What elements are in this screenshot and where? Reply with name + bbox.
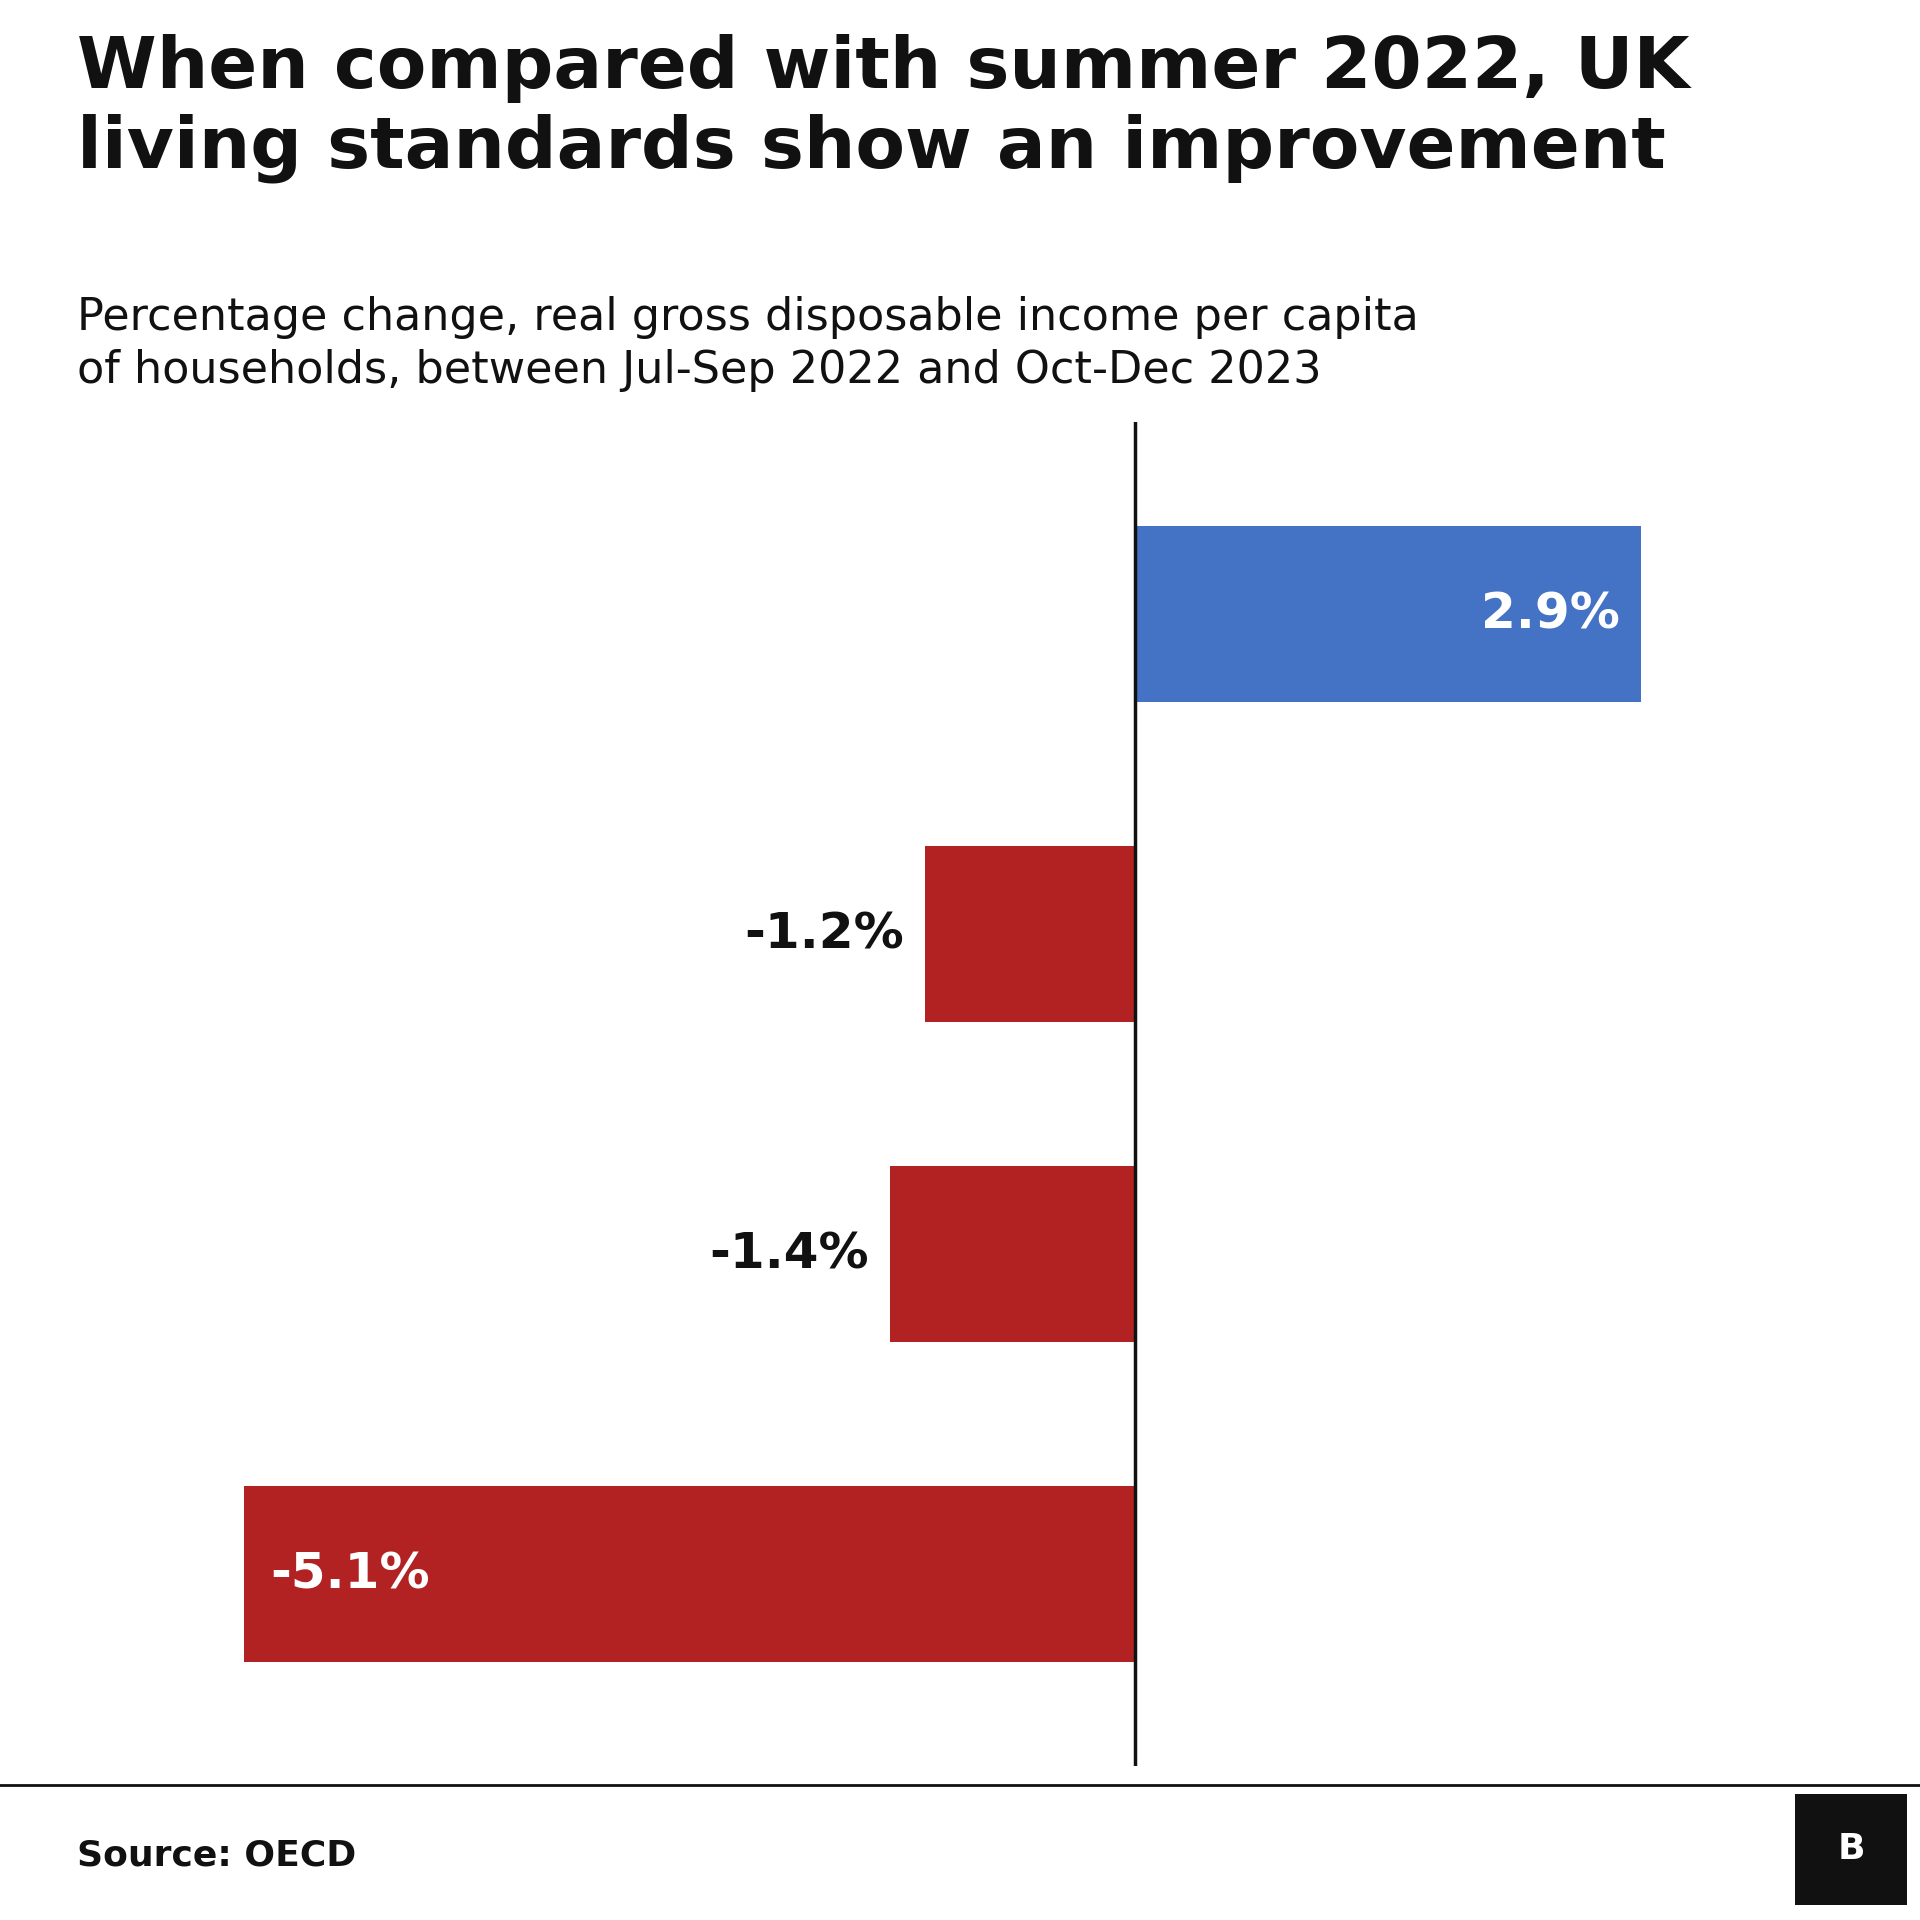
Text: Percentage change, real gross disposable income per capita
of households, betwee: Percentage change, real gross disposable…: [77, 296, 1419, 392]
Bar: [925, 847, 1135, 1021]
Text: Source: OECD: Source: OECD: [77, 1839, 355, 1872]
Text: -5.1%: -5.1%: [271, 1549, 430, 1597]
Text: -1.2%: -1.2%: [745, 910, 904, 958]
Bar: [1135, 526, 1642, 703]
Bar: [244, 1486, 1135, 1663]
Text: 2.9%: 2.9%: [1480, 589, 1620, 637]
Text: B: B: [1837, 1832, 1864, 1866]
FancyBboxPatch shape: [1795, 1793, 1907, 1905]
Bar: [891, 1165, 1135, 1342]
Text: -1.4%: -1.4%: [710, 1231, 870, 1279]
Text: When compared with summer 2022, UK
living standards show an improvement: When compared with summer 2022, UK livin…: [77, 35, 1690, 182]
